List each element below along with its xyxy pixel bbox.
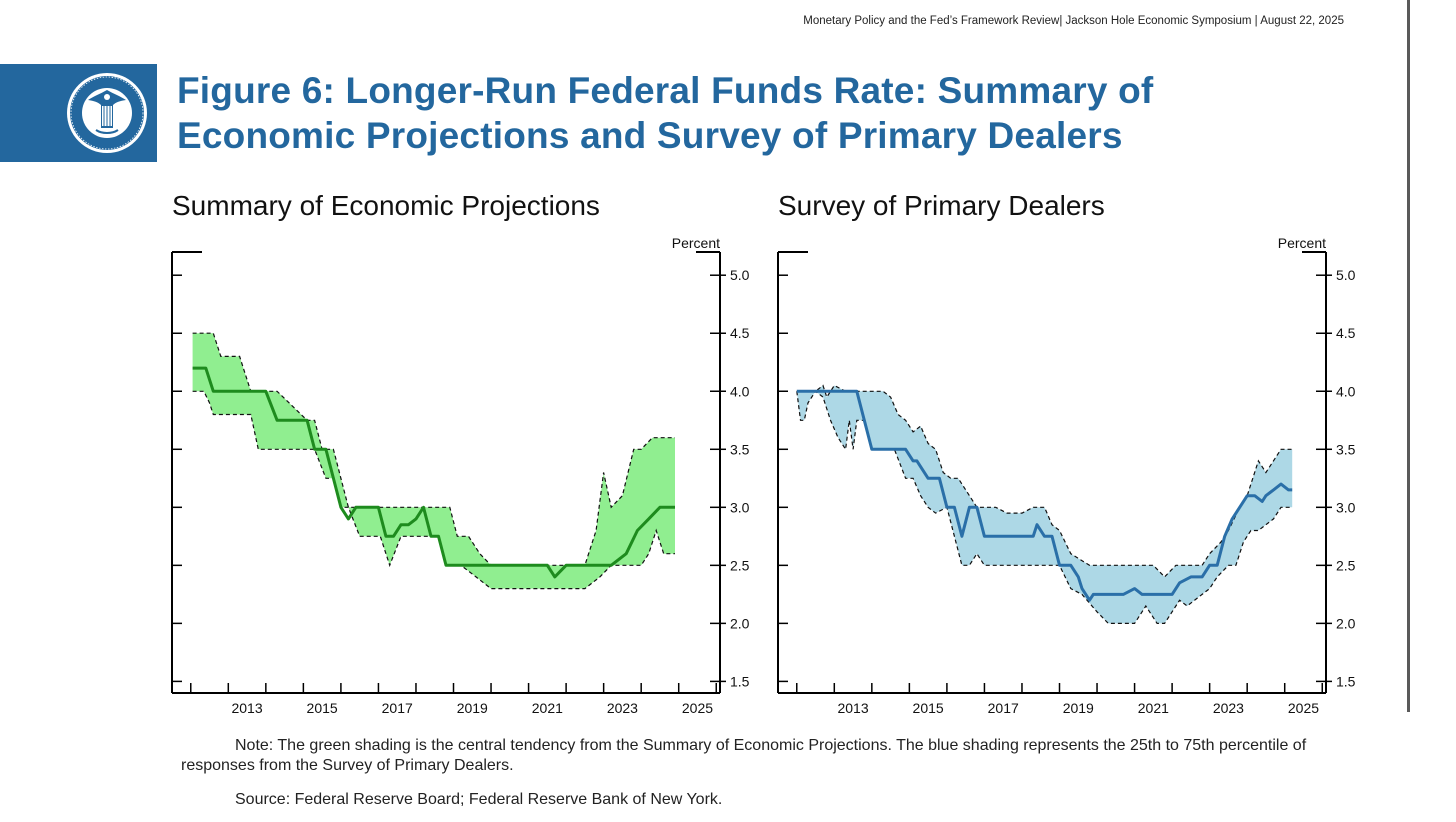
spd-y-tick-label: 4.5 [1336,325,1356,341]
sep-center-line [192,366,675,579]
sep-y-tick-label: 5.0 [730,267,750,283]
sep-band-area [192,333,675,589]
sep-x-tick-label: 2025 [682,700,713,716]
sep-x-tick-label: 2019 [457,700,488,716]
spd-band-area [796,385,1293,624]
sep-x-tick-label: 2017 [382,700,413,716]
sep-y-tick-label: 4.5 [730,325,750,341]
spd-chart: 5.0 4.5 4.0 3.5 3.0 2.5 2.0 1.5 Percent 2013 2015 2… [777,235,1356,716]
spd-x-tick-label: 2013 [837,700,868,716]
spd-y-tick-label: 2.5 [1336,557,1356,573]
sep-upper-bound-line [192,332,675,566]
spd-y-tick-label: 3.0 [1336,499,1356,515]
spd-chart-title: Survey of Primary Dealers [778,190,1105,221]
spd-y-tick-label: 4.0 [1336,383,1356,399]
spd-center-line [796,389,1293,602]
sep-x-tick-label: 2023 [607,700,638,716]
sep-y-tick-label: 2.5 [730,557,750,573]
spd-y-tick-label: 2.0 [1336,615,1356,631]
sep-x-tick-label: 2021 [532,700,563,716]
spd-x-tick-label: 2021 [1138,700,1169,716]
spd-y-tick-label: 3.5 [1336,441,1356,457]
spd-x-tick-label: 2019 [1063,700,1094,716]
spd-x-tick-label: 2023 [1213,700,1244,716]
sep-y-tick-label: 3.5 [730,441,750,457]
spd-y-axis-label: Percent [1278,235,1326,251]
sep-chart-title: Summary of Economic Projections [172,190,600,221]
figure-title-line2: Economic Projections and Survey of Prima… [177,115,1123,156]
spd-x-tick-label: 2025 [1288,700,1319,716]
figure-title-line1: Figure 6: Longer-Run Federal Funds Rate:… [177,70,1154,111]
federal-reserve-seal-icon [67,73,147,153]
sep-chart: 5.0 4.5 4.0 3.5 3.0 2.5 2.0 1.5 Percent 2013 2015 2… [171,235,750,716]
spd-y-tick-label: 5.0 [1336,267,1356,283]
sep-y-tick-label: 2.0 [730,615,750,631]
sep-y-axis-label: Percent [672,235,720,251]
sep-y-tick-label: 3.0 [730,499,750,515]
spd-y-tick-label: 1.5 [1336,673,1356,689]
spd-lower-bound-line [796,390,1293,624]
slide-edge-rule [1407,0,1410,712]
spd-x-tick-label: 2015 [913,700,944,716]
figure-title: Figure 6: Longer-Run Federal Funds Rate:… [177,68,1357,158]
figure-source: Source: Federal Reserve Board; Federal R… [235,791,723,808]
sep-x-tick-label: 2013 [231,700,262,716]
spd-x-tick-label: 2017 [988,700,1019,716]
presentation-header: Monetary Policy and the Fed’s Framework … [803,15,1344,27]
sep-y-tick-label: 1.5 [730,673,750,689]
sep-x-tick-label: 2015 [307,700,338,716]
figure-note: Note: The green shading is the central t… [181,737,1307,774]
sep-y-tick-label: 4.0 [730,383,750,399]
